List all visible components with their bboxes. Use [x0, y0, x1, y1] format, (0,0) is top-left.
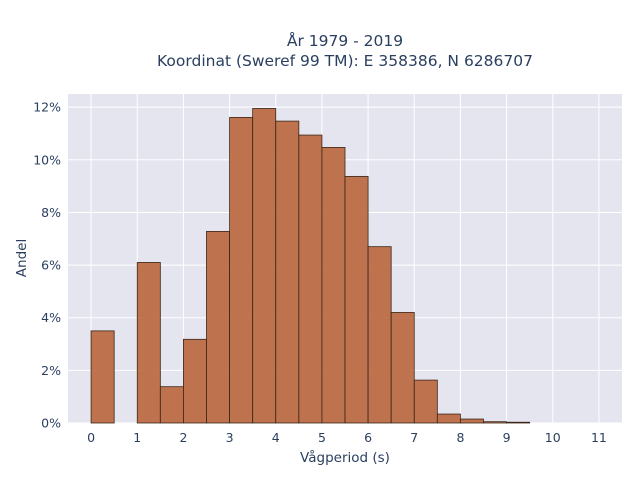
histogram-bar-1: [136, 262, 161, 424]
histogram-bar-4: [206, 230, 230, 424]
histogram-bar-12: [390, 312, 415, 424]
histogram-bar-11: [367, 246, 392, 424]
x-axis-ticks: 0 1 2 3 4 5 6 7 8 9 10 11: [87, 430, 607, 445]
y-tick-label-1: 2%: [41, 363, 61, 378]
x-tick-label-4: 4: [272, 430, 280, 445]
chart-title-line-2: Koordinat (Sweref 99 TM): E 358386, N 62…: [157, 52, 533, 70]
histogram-bar-10: [344, 175, 369, 424]
histogram-bar-13: [413, 379, 438, 424]
histogram-bar-9: [321, 147, 346, 424]
histogram-bar-5: [229, 117, 254, 424]
histogram-bar-16: [483, 421, 507, 424]
x-tick-label-1: 1: [133, 430, 141, 445]
x-tick-label-6: 6: [364, 430, 372, 445]
x-tick-label-10: 10: [545, 430, 561, 445]
chart-title-line-1: År 1979 - 2019: [287, 31, 403, 50]
histogram-bar-3: [183, 338, 207, 424]
histogram-bar-14: [436, 413, 461, 424]
x-tick-label-8: 8: [456, 430, 464, 445]
x-tick-label-9: 9: [503, 430, 511, 445]
histogram-bars: [90, 108, 531, 424]
histogram-bar-8: [298, 134, 323, 424]
histogram-bar-6: [252, 108, 277, 424]
x-tick-label-11: 11: [591, 430, 607, 445]
y-tick-label-3: 6%: [41, 258, 61, 273]
y-tick-label-2: 4%: [41, 310, 61, 325]
histogram-bar-7: [275, 120, 300, 424]
x-tick-label-0: 0: [87, 430, 95, 445]
histogram-bar-15: [460, 418, 484, 424]
x-tick-label-5: 5: [318, 430, 326, 445]
x-tick-label-3: 3: [226, 430, 234, 445]
y-axis-ticks: 0% 2% 4% 6% 8% 10% 12%: [33, 100, 61, 431]
y-axis-label: Andel: [14, 239, 30, 277]
y-tick-label-6: 12%: [33, 100, 61, 115]
y-tick-label-5: 10%: [33, 152, 61, 167]
x-tick-label-2: 2: [179, 430, 187, 445]
x-tick-label-7: 7: [410, 430, 418, 445]
y-tick-label-4: 8%: [41, 205, 61, 220]
histogram-bar-17: [506, 421, 531, 424]
x-axis-label: Vågperiod (s): [300, 449, 390, 466]
histogram-bar-2: [159, 386, 184, 424]
histogram-bar-0: [90, 330, 115, 424]
y-tick-label-0: 0%: [41, 416, 61, 431]
